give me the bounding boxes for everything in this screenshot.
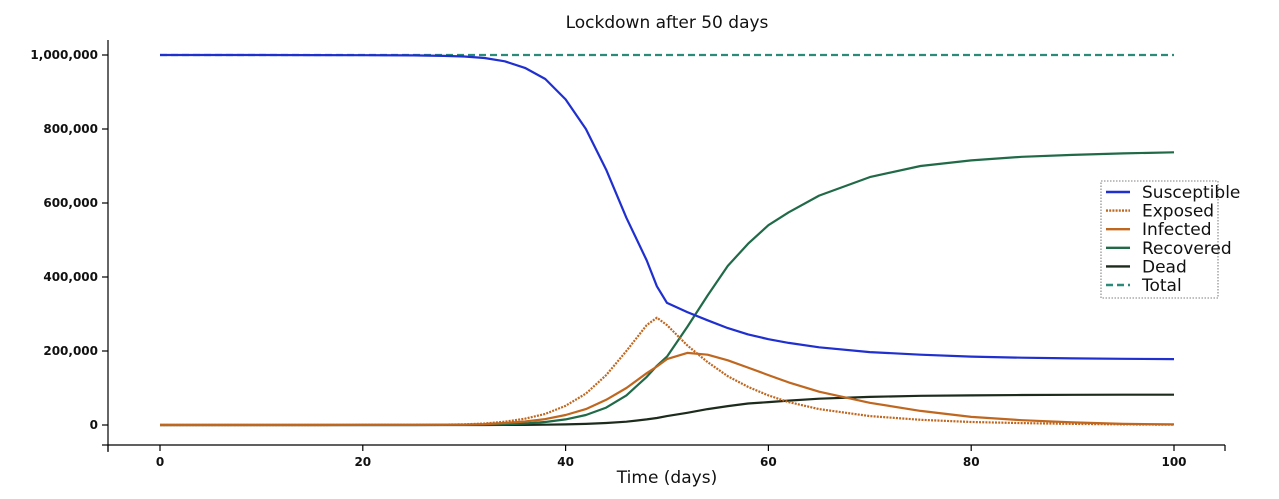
y-tick-label: 600,000 <box>43 196 98 210</box>
chart-title: Lockdown after 50 days <box>566 13 769 33</box>
y-tick-label: 200,000 <box>43 344 98 358</box>
y-tick-label: 400,000 <box>43 270 98 284</box>
series-line-infected <box>160 351 1175 427</box>
x-tick-label: 100 <box>1161 455 1186 469</box>
series-line-exposed <box>160 316 1175 427</box>
x-tick-label: 60 <box>760 455 777 469</box>
legend-label-susceptible: Susceptible <box>1142 183 1240 203</box>
y-tick-label: 1,000,000 <box>30 48 98 62</box>
y-ticks: 0 200,000 400,000 600,000 800,000 1,000,000 <box>30 48 108 446</box>
legend-label-dead: Dead <box>1142 257 1187 277</box>
series-line-recovered <box>160 151 1175 427</box>
legend: SusceptibleExposedInfectedRecoveredDeadT… <box>1100 180 1240 299</box>
legend-box <box>1100 180 1219 299</box>
legend-label-total: Total <box>1141 276 1182 296</box>
legend-label-exposed: Exposed <box>1142 202 1214 222</box>
x-ticks: 0 20 40 60 80 100 <box>107 445 1226 469</box>
y-tick-label: 800,000 <box>43 122 98 136</box>
legend-label-recovered: Recovered <box>1142 239 1232 259</box>
x-tick-label: 80 <box>963 455 980 469</box>
x-tick-label: 40 <box>557 455 574 469</box>
series-line-susceptible <box>160 53 1175 361</box>
x-tick-label: 0 <box>156 455 164 469</box>
legend-label-infected: Infected <box>1142 220 1212 240</box>
series-lines <box>160 53 1175 427</box>
x-axis-label: Time (days) <box>616 468 717 488</box>
x-tick-label: 20 <box>354 455 371 469</box>
y-tick-label: 0 <box>90 418 98 432</box>
